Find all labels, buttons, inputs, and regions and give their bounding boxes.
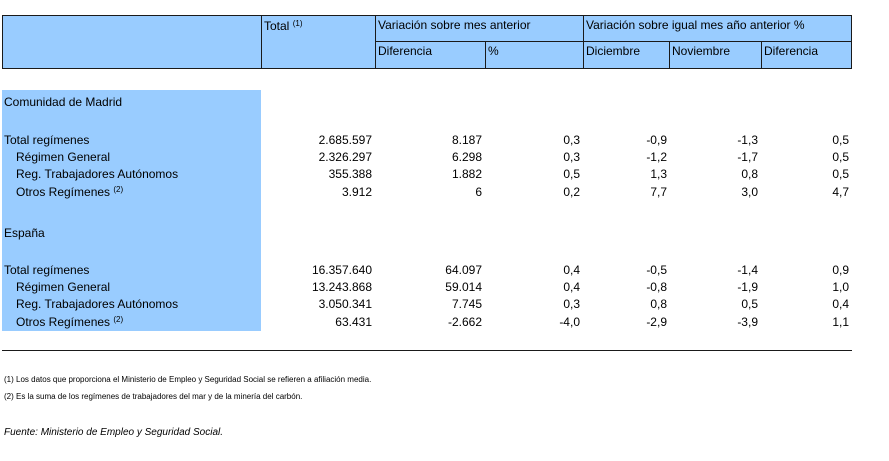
row-label-footnote: (2) bbox=[113, 185, 124, 194]
header-divider bbox=[485, 41, 486, 69]
row-label: Total regímenes bbox=[4, 263, 90, 277]
value-pct: 0,3 bbox=[563, 150, 580, 164]
value-total: 13.243.868 bbox=[311, 280, 372, 294]
row-label: Total regímenes bbox=[4, 133, 90, 147]
row-label: Reg. Trabajadores Autónomos bbox=[16, 167, 179, 181]
footnote-1: (1) Los datos que proporciona el Ministe… bbox=[4, 375, 372, 384]
header-total: Total (1) bbox=[264, 19, 302, 33]
value-diciembre: -0,5 bbox=[646, 263, 667, 277]
value-noviembre: 0,8 bbox=[741, 167, 758, 181]
source-note: Fuente: Ministerio de Empleo y Seguridad… bbox=[4, 427, 224, 438]
header-divider bbox=[375, 41, 852, 42]
section-title: España bbox=[4, 226, 45, 240]
section-title: Comunidad de Madrid bbox=[4, 95, 123, 109]
row-label: Otros Regímenes (2) bbox=[16, 185, 123, 199]
value-diferencia: 6.298 bbox=[451, 150, 482, 164]
value-diferencia-anual: 4,7 bbox=[832, 185, 849, 199]
value-diferencia-anual: 0,9 bbox=[832, 263, 849, 277]
row-label-text: Otros Regímenes bbox=[16, 185, 111, 199]
row-label-text: Otros Regímenes bbox=[16, 315, 111, 329]
value-total: 2.685.597 bbox=[318, 133, 372, 147]
value-diciembre: 0,8 bbox=[650, 297, 667, 311]
value-total: 355.388 bbox=[328, 167, 372, 181]
value-diferencia: 59.014 bbox=[445, 280, 482, 294]
value-diferencia: 8.187 bbox=[451, 133, 482, 147]
value-pct: -4,0 bbox=[559, 315, 580, 329]
row-label-footnote: (2) bbox=[113, 315, 124, 324]
value-diferencia: 1.882 bbox=[451, 167, 482, 181]
value-total: 3.050.341 bbox=[318, 297, 372, 311]
value-diferencia-anual: 0,5 bbox=[832, 133, 849, 147]
value-noviembre: -1,3 bbox=[737, 133, 758, 147]
value-diferencia: -2.662 bbox=[447, 315, 482, 329]
row-label: Reg. Trabajadores Autónomos bbox=[16, 297, 179, 311]
value-diciembre: 1,3 bbox=[650, 167, 667, 181]
value-diferencia-anual: 1,1 bbox=[832, 315, 849, 329]
value-noviembre: -1,9 bbox=[737, 280, 758, 294]
value-total: 2.326.297 bbox=[318, 150, 372, 164]
header-total-footnote: (1) bbox=[292, 19, 303, 28]
value-total: 16.357.640 bbox=[311, 263, 372, 277]
value-diferencia: 6 bbox=[475, 185, 482, 199]
value-pct: 0,4 bbox=[563, 280, 580, 294]
value-diciembre: 7,7 bbox=[650, 185, 667, 199]
row-label: Régimen General bbox=[16, 150, 111, 164]
header-noviembre: Noviembre bbox=[672, 44, 731, 58]
header-var-mes-anterior: Variación sobre mes anterior bbox=[378, 18, 531, 32]
row-label: Otros Regímenes (2) bbox=[16, 315, 123, 329]
value-diciembre: -2,9 bbox=[646, 315, 667, 329]
value-diferencia-anual: 1,0 bbox=[832, 280, 849, 294]
value-noviembre: -1,4 bbox=[737, 263, 758, 277]
value-diferencia-anual: 0,4 bbox=[832, 297, 849, 311]
value-pct: 0,2 bbox=[563, 185, 580, 199]
value-diferencia-anual: 0,5 bbox=[832, 150, 849, 164]
header-diferencia-2: Diferencia bbox=[764, 44, 819, 58]
table-header bbox=[2, 15, 852, 69]
value-pct: 0,5 bbox=[563, 167, 580, 181]
value-diciembre: -0,9 bbox=[646, 133, 667, 147]
value-noviembre: 0,5 bbox=[741, 297, 758, 311]
value-pct: 0,4 bbox=[563, 263, 580, 277]
value-noviembre: -3,9 bbox=[737, 315, 758, 329]
value-noviembre: 3,0 bbox=[741, 185, 758, 199]
value-diciembre: -0,8 bbox=[646, 280, 667, 294]
value-diferencia: 64.097 bbox=[445, 263, 482, 277]
value-noviembre: -1,7 bbox=[737, 150, 758, 164]
value-diciembre: -1,2 bbox=[646, 150, 667, 164]
header-divider bbox=[261, 15, 262, 69]
value-total: 63.431 bbox=[335, 315, 372, 329]
header-divider bbox=[583, 15, 584, 69]
value-pct: 0,3 bbox=[563, 133, 580, 147]
footnote-2: (2) Es la suma de los regímenes de traba… bbox=[4, 392, 303, 401]
footer-rule bbox=[2, 350, 852, 351]
row-label: Régimen General bbox=[16, 280, 111, 294]
value-diferencia: 7.745 bbox=[451, 297, 482, 311]
header-pct: % bbox=[488, 44, 499, 58]
value-pct: 0,3 bbox=[563, 297, 580, 311]
header-diciembre: Diciembre bbox=[586, 44, 641, 58]
label-column-band bbox=[2, 90, 261, 331]
header-var-igual-mes: Variación sobre igual mes año anterior % bbox=[586, 18, 805, 32]
header-diferencia: Diferencia bbox=[378, 44, 433, 58]
value-total: 3.912 bbox=[341, 185, 372, 199]
header-total-label: Total bbox=[264, 19, 290, 33]
header-divider bbox=[669, 41, 670, 69]
value-diferencia-anual: 0,5 bbox=[832, 167, 849, 181]
header-divider bbox=[761, 41, 762, 69]
header-divider bbox=[375, 15, 376, 69]
